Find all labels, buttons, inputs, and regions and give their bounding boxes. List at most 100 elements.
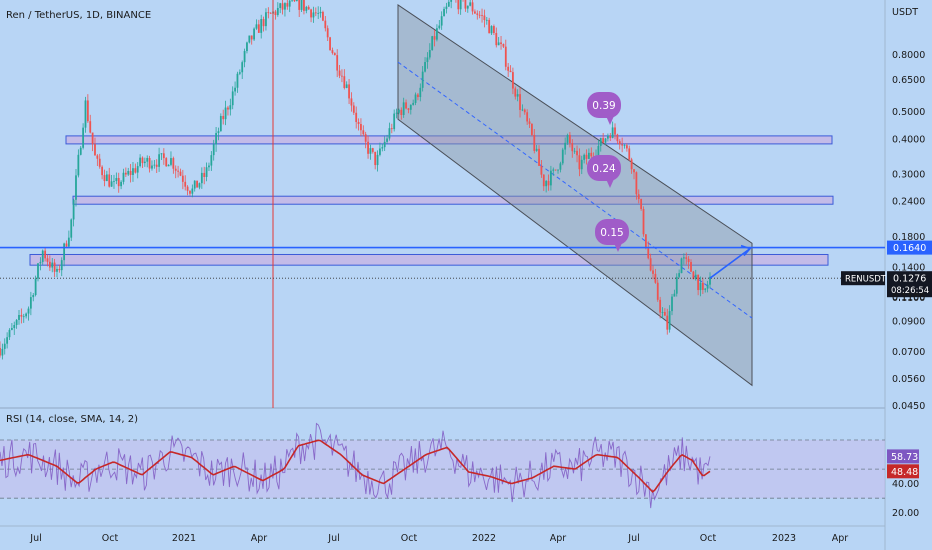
candle-body (680, 258, 683, 274)
candle-body (694, 274, 697, 280)
candle-body (580, 159, 583, 170)
candle-body (604, 138, 607, 143)
candle-body (637, 194, 640, 200)
candle-body (205, 167, 208, 177)
candle-body (625, 145, 628, 149)
candle-body (355, 112, 358, 122)
candle-body (374, 151, 377, 166)
candle-body (10, 328, 13, 330)
candle-body (514, 88, 517, 97)
candle-body (324, 20, 327, 29)
candle-body (554, 169, 557, 171)
candle-body (504, 46, 507, 67)
candle-body (262, 19, 265, 27)
candle-body (177, 170, 179, 172)
candle-body (20, 314, 23, 317)
candle-body (13, 324, 16, 329)
candle-body (412, 102, 415, 105)
candle-body (424, 62, 426, 72)
candle-body (236, 73, 239, 88)
candle-body (110, 181, 113, 187)
candle-body (528, 121, 531, 124)
candle-body (18, 314, 20, 320)
candle-body (32, 295, 35, 298)
candle-body (362, 130, 365, 135)
candle-body (300, 0, 303, 10)
candle-body (46, 258, 49, 262)
candle-body (248, 35, 251, 43)
candle-body (371, 148, 374, 152)
candle-body (253, 28, 255, 40)
candle-body (383, 141, 386, 148)
candle-body (63, 243, 66, 261)
current-price-tag (887, 271, 932, 298)
candle-body (663, 312, 666, 316)
candle-body (685, 257, 688, 259)
candle-body (101, 166, 104, 176)
candle-body (659, 299, 662, 313)
candle-body (310, 9, 312, 18)
candle-body (587, 152, 590, 159)
candle-body (231, 91, 234, 106)
candle-body (41, 250, 44, 262)
candle-body (526, 112, 529, 122)
candle-body (405, 102, 407, 109)
candle-body (86, 100, 89, 122)
bubble-shape (595, 219, 629, 245)
candle-body (34, 278, 37, 296)
price-tick-label: 0.0560 (892, 374, 925, 385)
candle-body (293, 0, 296, 2)
key-level-label: 0.1640 (893, 243, 926, 254)
candle-body (614, 127, 616, 135)
candle-body (409, 104, 412, 110)
candle-body (215, 133, 217, 145)
price-tick-label: 0.8000 (892, 50, 925, 61)
candle-body (552, 169, 555, 171)
candle-body (649, 258, 652, 271)
candle-body (512, 72, 514, 89)
candle-body (79, 147, 82, 155)
candle-body (668, 311, 671, 330)
time-tick-label: Jul (627, 533, 639, 544)
support-resistance-zones (29, 135, 834, 266)
bar-countdown: 08:26:54 (891, 286, 929, 296)
candle-body (402, 102, 405, 115)
rsi-value-label: 48.48 (891, 467, 918, 478)
candle-body (493, 26, 495, 33)
price-tick-label: 0.3000 (892, 169, 925, 180)
candle-body (333, 53, 336, 56)
candle-body (550, 170, 552, 186)
candle-body (367, 141, 369, 154)
candle-body (350, 98, 353, 106)
candle-body (635, 172, 638, 195)
candle-body (381, 147, 384, 149)
candle-body (495, 32, 498, 46)
candle-body (540, 165, 543, 175)
candle-body (481, 15, 483, 16)
candle-body (65, 243, 68, 247)
candle-body (678, 273, 681, 277)
candle-body (341, 75, 343, 77)
candle-body (136, 166, 139, 173)
candle-body (141, 157, 144, 164)
candle-body (478, 14, 481, 16)
candle-body (474, 11, 476, 14)
candle-body (414, 94, 417, 103)
price-tick-label: 0.0900 (892, 316, 925, 327)
level-bubbles: 0.39 0.24 0.15 (587, 92, 629, 252)
candle-body (96, 155, 99, 159)
candle-body (388, 128, 391, 139)
candle-body (464, 0, 467, 9)
candle-body (267, 12, 270, 14)
candle-body (72, 199, 75, 220)
candle-body (319, 11, 322, 14)
candle-body (673, 293, 676, 297)
candle-body (298, 0, 301, 10)
candle-body (250, 35, 253, 40)
candle-body (609, 135, 612, 138)
channel-body (397, 4, 753, 387)
candle-body (67, 237, 70, 247)
bubble-tail (606, 116, 614, 125)
